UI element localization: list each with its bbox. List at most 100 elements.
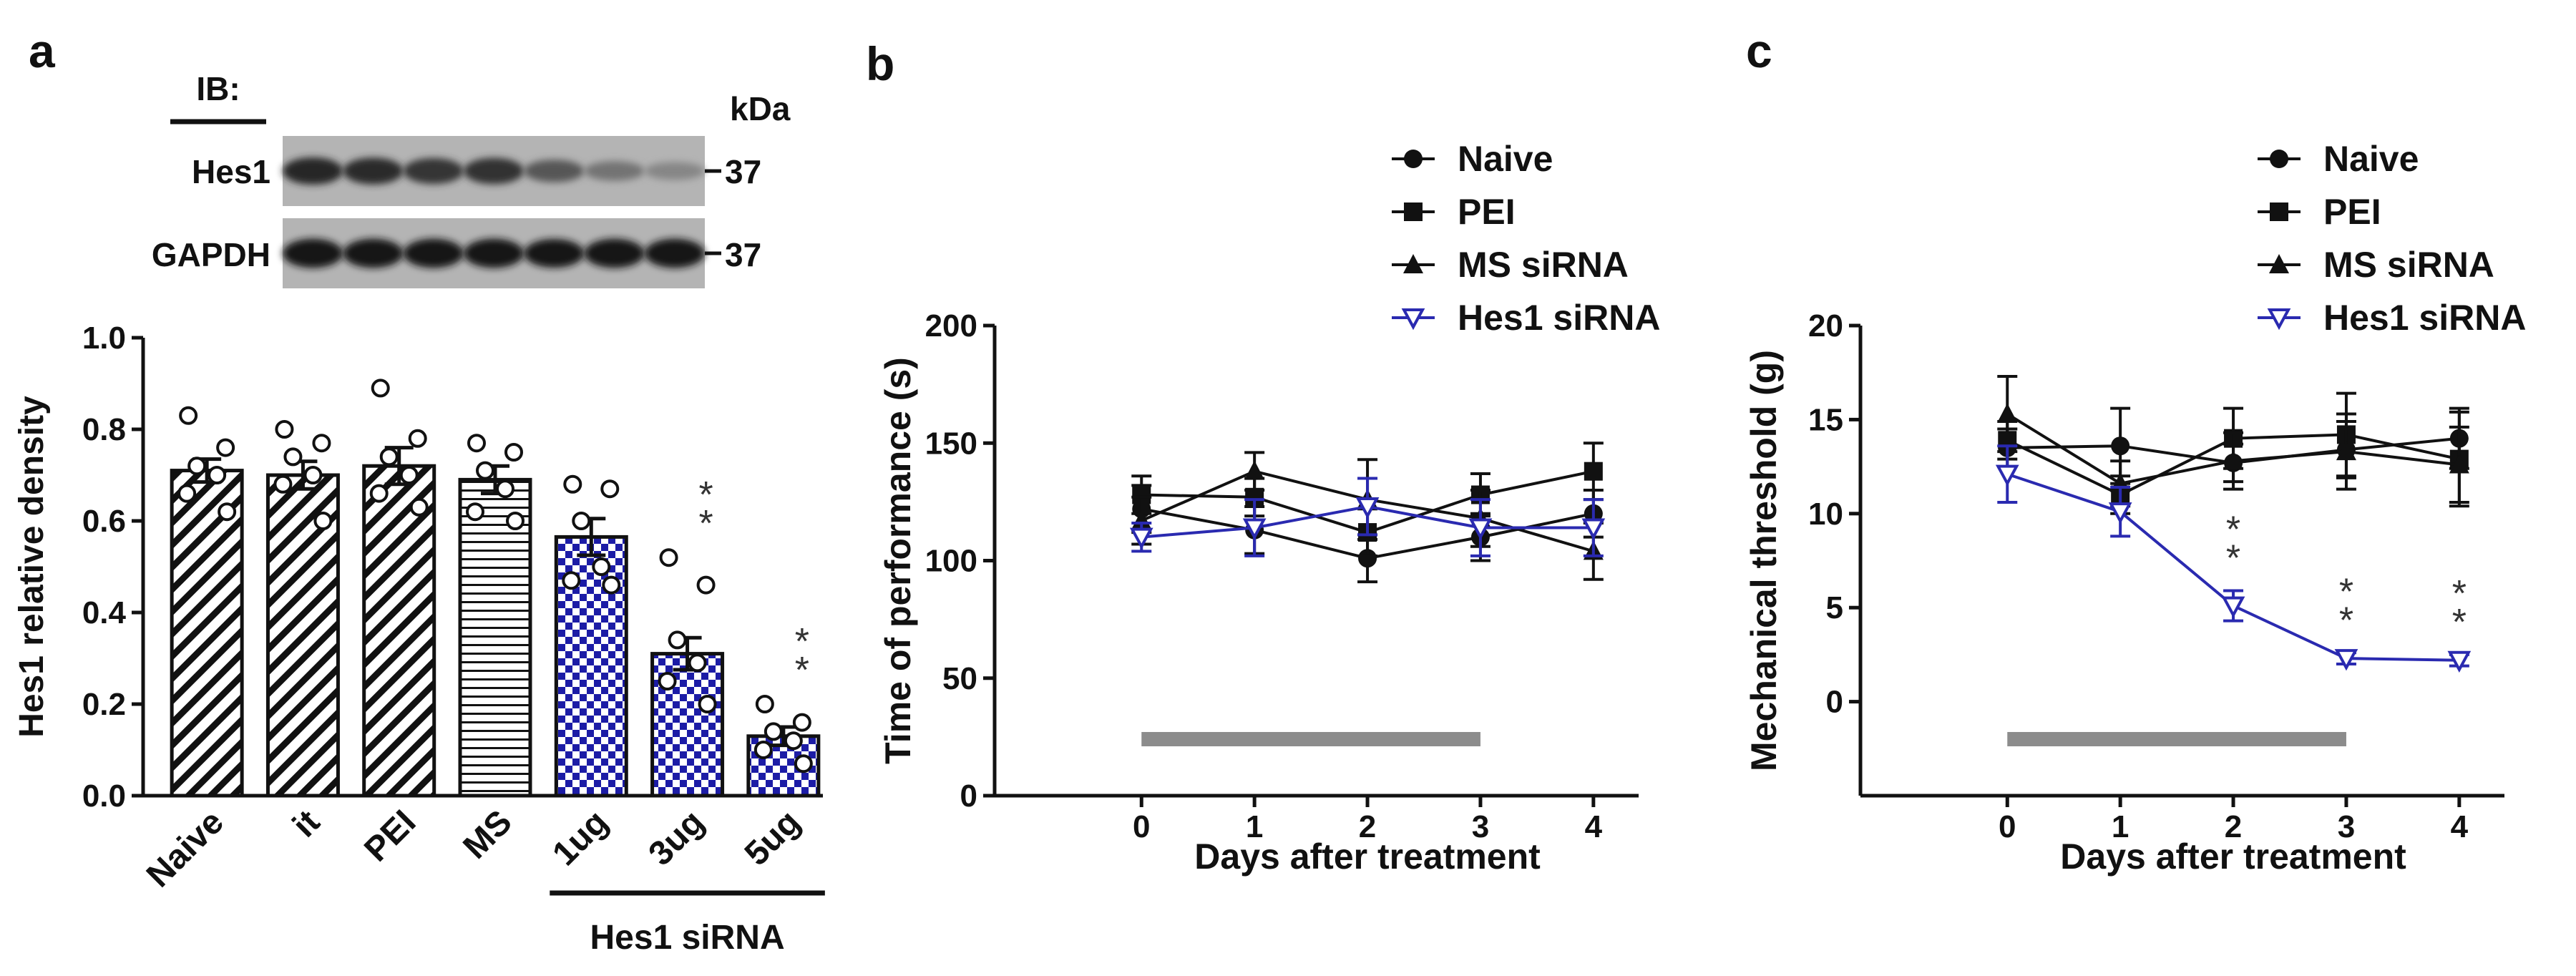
chart-a-y-tick-label: 0.6 [82, 504, 126, 539]
chart-a-point-ms-2 [504, 443, 523, 462]
chart-a-point-1ug-2 [600, 479, 620, 499]
blot-band-gapdh-3 [403, 238, 464, 268]
blot-band-hes1-7 [644, 162, 705, 180]
chart-c-legend-label-ms-sirna: MS siRNA [2323, 245, 2494, 285]
chart-a-x-tick-label-5ug: 5ug [738, 803, 808, 873]
chart-b-x-tick-label: 0 [1133, 809, 1150, 844]
chart-a-point-it-3 [283, 447, 303, 467]
chart-a-point-5ug-6 [794, 754, 813, 774]
blot-ib-label: IB: [196, 70, 240, 107]
chart-b-legend-marker-naive [1404, 150, 1423, 168]
chart-a-point-1ug-6 [602, 575, 621, 595]
chart-b-point-hes1-sirna-0 [1129, 527, 1153, 550]
chart-a-point-ms-3 [476, 461, 494, 480]
chart-c-line: 0 5 10 15 20 0 1 2 3 4 Days after treatment Mechani… [1744, 139, 2526, 877]
chart-b-point-hes1-sirna-3 [1468, 518, 1493, 540]
chart-c-y-tick-label: 20 [1808, 308, 1843, 343]
chart-c-point-hes1-sirna-0 [1995, 464, 2019, 487]
chart-b-legend-marker-pei [1404, 202, 1423, 221]
chart-b-series-hes1-sirna [1129, 477, 1606, 557]
chart-a-point-1ug-1 [563, 474, 582, 494]
chart-c-point-ms-sirna-0 [1997, 403, 2018, 423]
chart-c-point-ms-sirna-3 [2336, 441, 2356, 461]
chart-a-point-ms-1 [467, 434, 486, 453]
chart-a-point-3ug-2 [696, 575, 716, 595]
chart-c-y-tick-label: 5 [1826, 590, 1843, 625]
chart-a-point-it-6 [313, 512, 333, 530]
chart-c-y-tick-label: 0 [1826, 685, 1843, 720]
panel-letter-c: c [1746, 24, 1772, 77]
chart-c-legend-marker-ms-sirna [2269, 254, 2289, 273]
chart-a-bar-pei [362, 464, 436, 798]
panel-letter-b: b [866, 37, 894, 90]
chart-a-bar-naive [170, 469, 244, 798]
chart-b-x-tick-label: 1 [1246, 809, 1263, 844]
chart-a-y-tick-label: 0.2 [82, 687, 126, 722]
blot-band-gapdh-7 [644, 238, 705, 268]
chart-a-point-pei-4 [399, 466, 419, 484]
chart-a-point-naive-5 [177, 484, 197, 503]
chart-b-y-tick-label: 100 [925, 544, 977, 579]
chart-a-point-naive-1 [179, 406, 198, 425]
chart-c-series-ms-sirna [1997, 374, 2469, 508]
chart-a-bar-ms [458, 477, 532, 798]
chart-a-x-tick-label-naive: Naive [140, 803, 231, 894]
chart-b-point-hes1-sirna-1 [1242, 518, 1267, 540]
chart-a-point-1ug-3 [572, 512, 591, 530]
chart-c-legend-marker-hes1-sirna [2267, 308, 2291, 331]
chart-a-point-ms-6 [506, 512, 525, 530]
chart-a-point-pei-2 [408, 429, 427, 448]
chart-c-point-hes1-sirna-1 [2108, 502, 2132, 524]
chart-b-legend-label-ms-sirna: MS siRNA [1458, 245, 1629, 285]
chart-a-point-5ug-3 [763, 722, 783, 741]
chart-c-point-hes1-sirna-2 [2221, 596, 2245, 618]
chart-a-point-pei-3 [379, 447, 399, 467]
chart-a-point-1ug-5 [562, 571, 581, 590]
chart-c-significance-day-2: * * [2226, 509, 2240, 580]
chart-b-y-tick-label: 150 [925, 426, 977, 461]
chart-b-legend-marker-hes1-sirna [1401, 308, 1425, 331]
chart-a-y-tick-label: 0.0 [82, 779, 126, 814]
chart-b-x-axis-label: Days after treatment [1194, 836, 1541, 877]
chart-c-y-tick-label: 10 [1808, 497, 1843, 532]
blot-band-hes1-5 [524, 160, 585, 182]
chart-a-point-pei-6 [409, 497, 429, 517]
chart-b-x-tick-label: 2 [1359, 809, 1376, 844]
chart-c-treatment-bar [2007, 732, 2346, 746]
chart-c-x-tick-label: 3 [2338, 809, 2355, 844]
chart-c-series-hes1-sirna [1995, 444, 2472, 673]
chart-c-x-axis-label: Days after treatment [2060, 836, 2406, 877]
chart-b-treatment-bar [1141, 732, 1480, 746]
blot-band-gapdh-4 [463, 238, 525, 268]
chart-b-point-naive-2 [1358, 549, 1377, 568]
western-blot: IB: kDa Hes1 37 GAPDH 37 [152, 70, 791, 288]
blot-row-label-hes1: Hes1 [192, 153, 270, 190]
chart-a-point-it-4 [303, 466, 323, 484]
chart-a-x-tick-label-3ug: 3ug [642, 803, 712, 873]
chart-b-point-hes1-sirna-2 [1355, 497, 1380, 519]
chart-c-point-hes1-sirna-3 [2334, 649, 2358, 671]
chart-b-y-tick-label: 0 [960, 779, 977, 814]
chart-a-point-3ug-1 [659, 548, 678, 567]
chart-b-legend-label-pei: PEI [1458, 192, 1516, 232]
chart-a-x-tick-label-pei: PEI [357, 803, 423, 869]
blot-band-gapdh-5 [524, 239, 585, 268]
blot-marker-gapdh: 37 [725, 236, 761, 273]
chart-a-y-tick-label: 0.8 [82, 412, 126, 447]
blot-band-gapdh-1 [283, 238, 343, 268]
chart-a-point-3ug-4 [688, 653, 707, 673]
chart-c-x-tick-label: 1 [2112, 809, 2129, 844]
chart-b-legend-label-naive: Naive [1458, 139, 1553, 179]
chart-c-x-tick-label: 4 [2451, 809, 2469, 844]
chart-a-point-3ug-5 [658, 672, 677, 690]
blot-kda-label: kDa [730, 90, 791, 127]
chart-a-significance-5ug: * * [795, 621, 809, 691]
chart-b-legend-label-hes1-sirna: Hes1 siRNA [1458, 298, 1660, 338]
chart-c-legend-label-hes1-sirna: Hes1 siRNA [2323, 298, 2526, 338]
chart-b-x-tick-label: 3 [1472, 809, 1489, 844]
chart-a-significance-3ug: * * [698, 474, 713, 545]
chart-a-bar: 0.0 0.2 0.4 0.6 0.8 1.0 Hes1 relative density N… [13, 321, 825, 957]
chart-a-point-pei-1 [371, 379, 390, 398]
chart-b-point-hes1-sirna-4 [1581, 518, 1606, 540]
